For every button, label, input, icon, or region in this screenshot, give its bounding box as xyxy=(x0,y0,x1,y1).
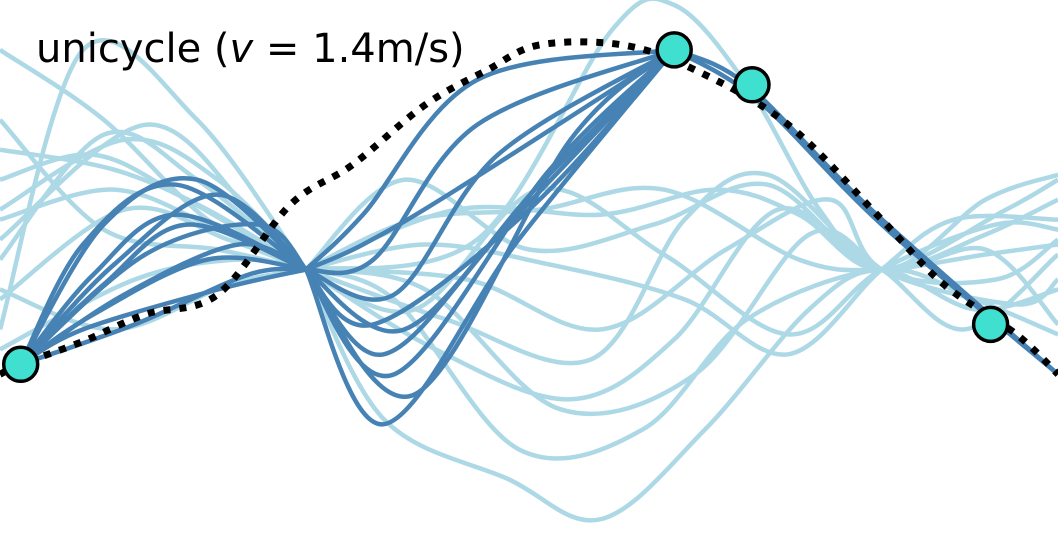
selected-trajectory-line xyxy=(19,267,307,367)
chart-title-suffix: = 1.4m/s) xyxy=(253,26,464,72)
chart-title-prefix: unicycle ( xyxy=(36,26,230,72)
chart-title: unicycle (v = 1.4m/s) xyxy=(36,26,465,72)
waypoint-marker xyxy=(1,345,40,384)
selected-trajectory-line xyxy=(304,47,675,272)
sampled-trajectories xyxy=(0,0,1058,523)
selected-trajectory-line xyxy=(304,48,676,334)
waypoints xyxy=(1,31,1010,384)
sampled-trajectory-line xyxy=(0,152,308,272)
sampled-trajectory-line xyxy=(304,205,1058,402)
selected-trajectory-line xyxy=(19,221,308,366)
selected-trajectory-line xyxy=(304,48,676,357)
selected-trajectory-line xyxy=(19,266,307,367)
reference-trajectory xyxy=(0,38,1058,378)
sampled-trajectory-line xyxy=(305,185,1058,273)
reference-trajectory-line xyxy=(0,38,1058,378)
selected-trajectory-line xyxy=(304,48,676,399)
selected-trajectory-line xyxy=(305,47,676,302)
chart-title-var: v xyxy=(230,26,255,72)
selected-trajectories xyxy=(18,47,1058,427)
waypoint-marker xyxy=(733,66,771,104)
selected-trajectory-line xyxy=(18,212,307,366)
sampled-trajectory-line xyxy=(0,205,307,302)
selected-trajectory-line xyxy=(305,48,676,272)
waypoint-marker xyxy=(655,31,693,69)
sampled-trajectory-line xyxy=(305,266,1058,461)
selected-trajectory-line xyxy=(304,48,676,328)
waypoint-marker xyxy=(971,305,1010,344)
selected-trajectory-line xyxy=(305,47,676,276)
